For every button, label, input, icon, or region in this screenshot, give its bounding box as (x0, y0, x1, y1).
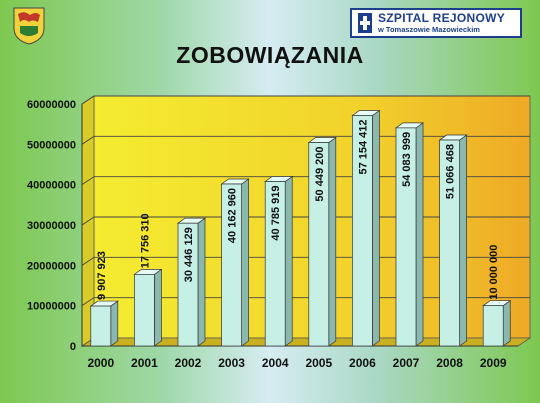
x-tick-label: 2002 (175, 356, 202, 370)
bar-side (459, 134, 467, 347)
x-tick-label: 2005 (305, 356, 332, 370)
x-tick-label: 2006 (349, 356, 376, 370)
bar (264, 181, 286, 347)
data-label: 40 785 919 (270, 185, 282, 240)
gridline (81, 216, 530, 226)
data-label: 50 449 200 (314, 147, 326, 202)
bar-side (415, 122, 424, 347)
bar (177, 222, 199, 347)
bar (352, 115, 373, 347)
hospital-location: w Tomaszowie Mazowieckim (378, 25, 480, 34)
coat-of-arms-icon (13, 7, 45, 45)
bar (90, 305, 112, 347)
bar-side (110, 300, 119, 347)
bar (308, 142, 330, 347)
y-tick-label: 40000000 (27, 180, 76, 192)
page-title: ZOBOWIĄZANIA (176, 42, 364, 68)
bar-side (154, 268, 162, 347)
x-tick-label: 2003 (218, 356, 245, 370)
x-tick-label: 2001 (131, 356, 158, 370)
data-label: 40 162 960 (227, 188, 239, 243)
bar (395, 127, 417, 347)
y-tick-label: 60000000 (27, 99, 76, 111)
bar-side (372, 109, 380, 347)
bar (482, 305, 504, 347)
data-label: 9 907 923 (96, 251, 108, 300)
bar (134, 274, 155, 347)
data-label: 57 154 412 (357, 119, 369, 174)
bar-side (502, 299, 511, 347)
data-label: 30 446 129 (183, 227, 195, 282)
bar (221, 183, 242, 347)
data-label: 51 066 468 (445, 144, 457, 199)
bar-side (328, 136, 337, 347)
gridline (81, 135, 530, 145)
gridline (81, 95, 530, 105)
gridline (81, 297, 530, 307)
y-tick-label: 50000000 (27, 139, 76, 151)
data-label: 10 000 000 (488, 245, 500, 300)
bar-side (241, 178, 249, 347)
hospital-logo: SZPITAL REJONOWY w Tomaszowie Mazowiecki… (350, 8, 522, 38)
hospital-name: SZPITAL REJONOWY (378, 11, 506, 25)
data-label: 17 756 310 (139, 213, 151, 268)
bar-side (284, 175, 293, 347)
y-tick-label: 20000000 (27, 260, 76, 272)
bar-side (197, 217, 206, 347)
data-label: 54 083 999 (401, 132, 413, 187)
y-tick-label: 0 (70, 341, 76, 353)
y-tick-label: 30000000 (27, 220, 76, 232)
x-tick-label: 2004 (262, 356, 289, 370)
gridline (81, 176, 530, 186)
x-tick-label: 2007 (393, 356, 420, 370)
gridline (81, 256, 530, 266)
x-tick-label: 2008 (436, 356, 463, 370)
y-tick-label: 10000000 (27, 301, 76, 313)
bar (439, 139, 460, 347)
x-tick-label: 2009 (480, 356, 507, 370)
x-tick-label: 2000 (87, 356, 114, 370)
hospital-logo-icon (358, 13, 372, 33)
